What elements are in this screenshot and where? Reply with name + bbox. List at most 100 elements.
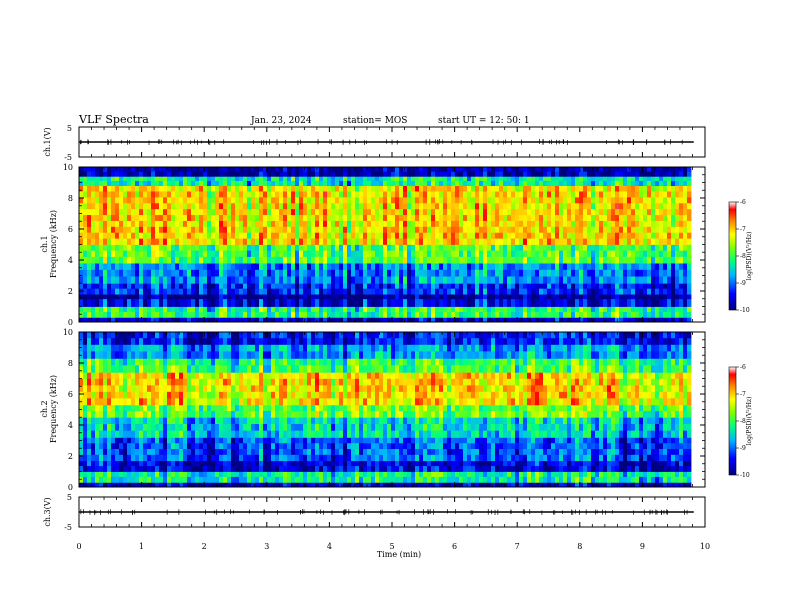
spectrogram-cell xyxy=(323,294,327,299)
spectrogram-cell xyxy=(183,257,187,264)
spectrogram-cell xyxy=(123,365,127,372)
spectrogram-cell xyxy=(415,257,419,264)
spectrogram-cell xyxy=(383,245,387,252)
spectrogram-cell xyxy=(207,283,211,289)
spectrogram-cell xyxy=(555,167,559,172)
spectrogram-cell xyxy=(147,257,151,264)
spectrogram-cell xyxy=(267,203,271,209)
spectrogram-cell xyxy=(343,294,347,299)
spectrogram-cell xyxy=(671,191,675,197)
spectrogram-cell xyxy=(187,197,191,203)
spectrogram-cell xyxy=(311,167,315,172)
spectrogram-cell xyxy=(179,209,183,215)
spectrogram-cell xyxy=(335,239,339,245)
spectrogram-cell xyxy=(175,233,179,239)
spectrogram-cell xyxy=(627,167,631,172)
spectrogram-cell xyxy=(295,307,299,313)
spectrogram-cell xyxy=(363,245,367,252)
spectrogram-cell xyxy=(223,233,227,239)
spectrogram-cell xyxy=(683,221,687,227)
spectrogram-cell xyxy=(479,299,483,307)
spectrogram-cell xyxy=(551,294,555,299)
spectrogram-cell xyxy=(399,239,403,245)
spectrogram-cell xyxy=(123,312,127,318)
spectrogram-cell xyxy=(79,332,83,339)
spectrogram-cell xyxy=(179,172,183,177)
spectrogram-cell xyxy=(155,398,159,405)
spectrogram-cell xyxy=(423,294,427,299)
spectrogram-cell xyxy=(87,344,91,351)
spectrogram-cell xyxy=(507,289,511,295)
spectrogram-cell xyxy=(587,277,591,284)
spectrogram-cell xyxy=(491,209,495,215)
spectrogram-cell xyxy=(443,191,447,197)
spectrogram-cell xyxy=(343,176,347,181)
spectrogram-cell xyxy=(299,294,303,299)
spectrogram-cell xyxy=(299,181,303,186)
spectrogram-cell xyxy=(607,176,611,181)
spectrogram-cell xyxy=(147,227,151,233)
spectrogram-cell xyxy=(131,289,135,295)
spectrogram-cell xyxy=(183,461,187,467)
spectrogram-cell xyxy=(531,257,535,264)
spectrogram-cell xyxy=(87,431,91,438)
spectrogram-cell xyxy=(155,263,159,270)
spectrogram-cell xyxy=(659,221,663,227)
spectrogram-cell xyxy=(135,461,139,467)
spectrogram-cell xyxy=(103,191,107,197)
spectrogram-cell xyxy=(127,411,131,418)
spectrogram-cell xyxy=(435,209,439,215)
spectrogram-cell xyxy=(307,251,311,258)
spectrogram-cell xyxy=(663,277,667,284)
spectrogram-cell xyxy=(247,203,251,209)
spectrogram-cell xyxy=(135,197,139,203)
spectrogram-cell xyxy=(119,203,123,209)
spectrogram-cell xyxy=(147,385,151,392)
spectrogram-cell xyxy=(111,245,115,252)
spectrogram-cell xyxy=(395,289,399,295)
spectrogram-cell xyxy=(215,172,219,177)
spectrogram-cell xyxy=(319,167,323,172)
spectrogram-cell xyxy=(315,176,319,181)
spectrogram-cell xyxy=(319,215,323,221)
spectrogram-cell xyxy=(291,191,295,197)
spectrogram-cell xyxy=(683,277,687,284)
spectrogram-cell xyxy=(663,299,667,307)
spectrogram-cell xyxy=(479,181,483,186)
spectrogram-cell xyxy=(499,294,503,299)
spectrogram-cell xyxy=(651,227,655,233)
spectrogram-cell xyxy=(167,466,171,472)
spectrogram-cell xyxy=(271,233,275,239)
spectrogram-cell xyxy=(531,221,535,227)
spectrogram-cell xyxy=(407,176,411,181)
spectrogram-cell xyxy=(79,299,83,307)
spectrogram-cell xyxy=(143,233,147,239)
spectrogram-cell xyxy=(455,289,459,295)
spectrogram-cell xyxy=(627,283,631,289)
spectrogram-cell xyxy=(131,417,135,424)
spectrogram-cell xyxy=(247,233,251,239)
spectrogram-cell xyxy=(351,294,355,299)
spectrogram-cell xyxy=(107,251,111,258)
spectrogram-cell xyxy=(571,215,575,221)
spectrogram-cell xyxy=(479,263,483,270)
spectrogram-cell xyxy=(611,283,615,289)
spectrogram-cell xyxy=(127,358,131,365)
spectrogram-cell xyxy=(531,186,535,192)
spectrogram-cell xyxy=(263,257,267,264)
spectrogram-cell xyxy=(87,472,91,478)
spectrogram-cell xyxy=(487,233,491,239)
spectrogram-cell xyxy=(503,191,507,197)
spectrogram-cell xyxy=(311,203,315,209)
spectrogram-cell xyxy=(139,351,143,358)
spectrogram-cell xyxy=(219,277,223,284)
spectrogram-cell xyxy=(411,307,415,313)
spectrogram-cell xyxy=(627,289,631,295)
spectrogram-cell xyxy=(391,263,395,270)
spectrogram-cell xyxy=(311,227,315,233)
spectrogram-cell xyxy=(611,299,615,307)
spectrogram-cell xyxy=(227,227,231,233)
spectrogram-cell xyxy=(439,277,443,284)
spectrogram-cell xyxy=(407,167,411,172)
spectrogram-cell xyxy=(235,283,239,289)
